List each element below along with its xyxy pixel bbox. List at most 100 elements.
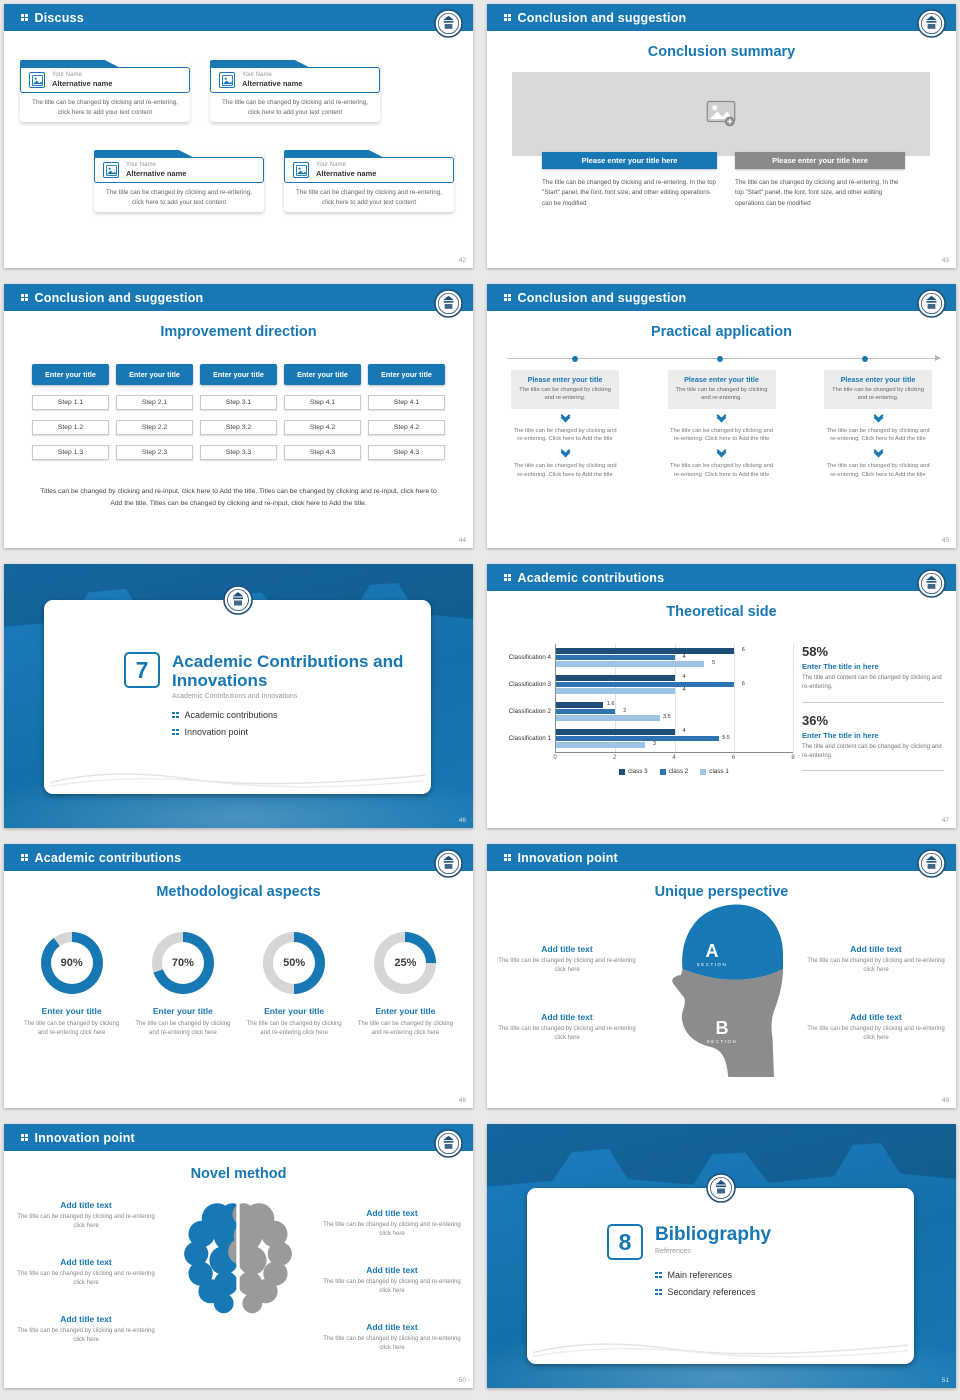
slide-46[interactable]: 7 Academic Contributions and Innovations…: [4, 564, 473, 828]
step-box[interactable]: Step 1.2: [32, 420, 109, 435]
donut-chart: 70%: [151, 932, 214, 994]
text-block-title: Add title text: [60, 1257, 112, 1267]
section-a-sub: SECTION: [696, 962, 728, 967]
slide-header-title: Innovation point: [34, 1130, 135, 1145]
bullet-marker-icon: [172, 728, 179, 736]
info-card[interactable]: Your Name Alternative name The title can …: [210, 60, 380, 122]
double-chevron-down-icon: [824, 410, 932, 426]
slide-44[interactable]: Conclusion and suggestion Improvement di…: [4, 284, 473, 548]
slide-header-title: Conclusion and suggestion: [517, 290, 687, 305]
text-block-title: Add title text: [541, 944, 593, 954]
slide-49[interactable]: Innovation point Unique perspective A SE…: [487, 844, 956, 1108]
donut-column: 70% Enter your title The title can be ch…: [127, 932, 238, 1039]
text-block[interactable]: Add title text The title can be changed …: [318, 1265, 466, 1296]
slide-48[interactable]: Academic contributions Methodological as…: [4, 844, 473, 1108]
text-block[interactable]: Add title text The title can be changed …: [807, 1012, 945, 1043]
slide-header: Innovation point: [4, 1124, 473, 1151]
bar-chart-bars: 6 4 5 4 6 4 1.6 2 3.5 4 5.5 3: [555, 644, 794, 753]
step-text: The title can be changed by clicking and…: [513, 463, 617, 478]
text-block-title: Add title text: [60, 1200, 112, 1210]
card-alt-name: Alternative name: [316, 169, 377, 178]
step-box[interactable]: Step 3.2: [200, 420, 277, 435]
step-box[interactable]: Step 3.3: [200, 445, 277, 460]
step-box[interactable]: Step 2.2: [116, 420, 193, 435]
text-block[interactable]: Add title text The title can be changed …: [12, 1200, 160, 1231]
slide-45[interactable]: Conclusion and suggestion Practical appl…: [487, 284, 956, 548]
slide-title: Improvement direction: [160, 324, 317, 340]
enter-title-button[interactable]: Enter your title: [32, 364, 109, 385]
section-number: 8: [607, 1224, 643, 1260]
section-title: Academic Contributions and Innovations: [172, 652, 404, 691]
stat-title: Enter The title in here: [802, 730, 879, 740]
enter-title-button[interactable]: Enter your title: [368, 364, 445, 385]
slide-header: Innovation point: [487, 844, 956, 871]
step-box[interactable]: Step 1.3: [32, 445, 109, 460]
step-box[interactable]: Step 4.3: [284, 445, 361, 460]
text-block[interactable]: Add title text The title can be changed …: [318, 1322, 466, 1353]
enter-title-button[interactable]: Enter your title: [116, 364, 193, 385]
text-block[interactable]: Add title text The title can be changed …: [318, 1208, 466, 1239]
enter-title-button[interactable]: Enter your title: [200, 364, 277, 385]
title-box[interactable]: Please enter your title The title can be…: [511, 370, 619, 409]
step-box[interactable]: Step 2.3: [116, 445, 193, 460]
slide-43[interactable]: Conclusion and suggestion Conclusion sum…: [487, 4, 956, 268]
donut-percentage: 25%: [394, 957, 417, 969]
text-block[interactable]: Add title text The title can be changed …: [12, 1257, 160, 1288]
university-seal-logo: [917, 9, 946, 38]
section-marker-icon: [504, 574, 511, 581]
section-card: 7 Academic Contributions and Innovations…: [44, 585, 431, 794]
donut-title: Enter your title: [375, 1006, 436, 1016]
title-box[interactable]: Please enter your title The title can be…: [667, 370, 776, 409]
university-seal-logo: [434, 1129, 463, 1158]
step-column: Enter your title Step 4.1 Step 4.2 Step …: [368, 364, 445, 460]
stat-panel: 58% Enter The title in here The title an…: [802, 644, 944, 781]
page-number: 43: [941, 257, 949, 264]
slide-50[interactable]: Innovation point Novel method Add title …: [4, 1124, 473, 1388]
step-column: Enter your title Step 1.1 Step 1.2 Step …: [32, 364, 109, 460]
folder-tab: [20, 60, 119, 67]
step-box[interactable]: Step 2.1: [116, 395, 193, 410]
donut-title: Enter your title: [152, 1006, 213, 1016]
slide-42[interactable]: Discuss Your Name Alternative name The ti…: [4, 4, 473, 268]
bullet-marker-icon: [655, 1288, 662, 1296]
title-box[interactable]: Please enter your title The title can be…: [824, 370, 932, 409]
title-box-heading: Please enter your title: [840, 375, 916, 384]
bullet-text: Main references: [667, 1270, 733, 1280]
step-box[interactable]: Step 1.1: [32, 395, 109, 410]
folder-tab: [210, 60, 309, 67]
text-block[interactable]: Add title text The title can be changed …: [497, 1012, 637, 1043]
info-card[interactable]: Your Name Alternative name The title can …: [94, 150, 264, 212]
text-block-body: The title can be changed by clicking and…: [807, 958, 945, 973]
section-marker-icon: [21, 854, 28, 861]
slide-51[interactable]: 8 Bibliography References Main reference…: [487, 1124, 956, 1388]
text-block[interactable]: Add title text The title can be changed …: [497, 944, 637, 975]
page-number: 46: [458, 817, 466, 824]
text-block-body: The title can be changed by clicking and…: [17, 1271, 155, 1286]
slide-47[interactable]: Academic contributions Theoretical side …: [487, 564, 956, 828]
step-columns: Enter your title Step 1.1 Step 1.2 Step …: [32, 364, 445, 460]
step-box[interactable]: Step 4.1: [284, 395, 361, 410]
info-card[interactable]: Your Name Alternative name The title can …: [20, 60, 190, 122]
title-button-left[interactable]: Please enter your title here: [542, 152, 717, 169]
text-block[interactable]: Add title text The title can be changed …: [12, 1314, 160, 1345]
image-placeholder[interactable]: [512, 72, 930, 156]
enter-title-button[interactable]: Enter your title: [284, 364, 361, 385]
title-button-right[interactable]: Please enter your title here: [735, 152, 905, 169]
info-card[interactable]: Your Name Alternative name The title can …: [284, 150, 454, 212]
card-body-text: The title can be changed by clicking and…: [222, 99, 368, 116]
step-box[interactable]: Step 4.2: [284, 420, 361, 435]
bullet-text: Secondary references: [667, 1287, 756, 1297]
text-block-body: The title can be changed by clicking and…: [498, 1026, 636, 1041]
text-block[interactable]: Add title text The title can be changed …: [807, 944, 945, 975]
page-number: 44: [458, 537, 466, 544]
application-column: Please enter your title The title can be…: [824, 370, 932, 480]
picture-icon: [293, 162, 309, 178]
step-box[interactable]: Step 3.1: [200, 395, 277, 410]
step-box[interactable]: Step 4.3: [368, 445, 445, 460]
step-box[interactable]: Step 4.2: [368, 420, 445, 435]
slide-header-title: Conclusion and suggestion: [517, 10, 687, 25]
text-block-body: The title can be changed by clicking and…: [498, 958, 636, 973]
step-box[interactable]: Step 4.1: [368, 395, 445, 410]
university-seal-logo: [917, 569, 946, 598]
text-block-body: The title can be changed by clicking and…: [17, 1328, 155, 1343]
